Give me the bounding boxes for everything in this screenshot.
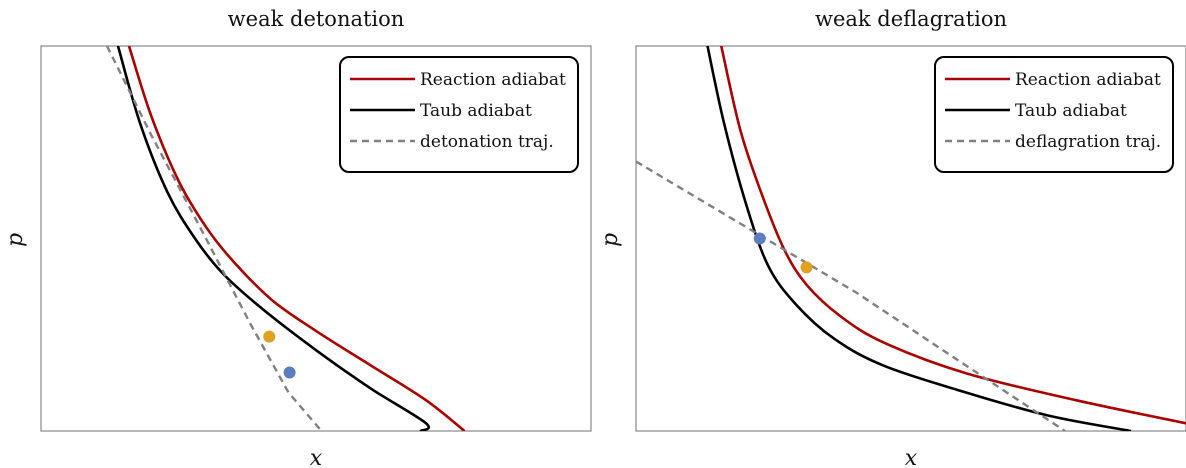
- series-line-taub-adiabat: [706, 46, 1132, 431]
- y-axis-label: p: [3, 233, 28, 247]
- data-point-blue: [283, 366, 296, 379]
- legend-label: Taub adiabat: [420, 101, 532, 121]
- x-axis-label: x: [310, 446, 323, 468]
- series-line-reaction-adiabat: [127, 46, 466, 431]
- series-line-detonation-traj: [105, 46, 323, 431]
- plot-area: Reaction adiabat Taub adiabat deflagration…: [635, 45, 1186, 432]
- y-axis-label: p: [598, 233, 623, 247]
- panel-weak-detonation: weak detonation x p Reaction adiabat Taub…: [3, 7, 592, 468]
- panel-weak-deflagration: weak deflagration x p Reaction adiabat Ta…: [598, 7, 1186, 468]
- data-point-orange: [263, 330, 276, 343]
- legend: Reaction adiabat Taub adiabat detonation t…: [339, 56, 579, 173]
- series-line-taub-adiabat: [116, 46, 431, 431]
- series-line-deflagration-traj: [636, 160, 1066, 431]
- panel-title: weak deflagration: [815, 7, 1007, 31]
- legend-label: detonation traj.: [420, 132, 554, 152]
- legend-box: [339, 56, 579, 173]
- plot-area: Reaction adiabat Taub adiabat detonation t…: [40, 45, 592, 432]
- data-point-blue: [753, 232, 766, 245]
- data-point-orange: [800, 261, 813, 274]
- legend-label: Reaction adiabat: [420, 70, 566, 90]
- series-line-reaction-adiabat: [719, 46, 1186, 425]
- legend-label: Reaction adiabat: [1015, 70, 1161, 90]
- legend: Reaction adiabat Taub adiabat deflagration…: [934, 56, 1174, 173]
- x-axis-label: x: [905, 446, 918, 468]
- legend-label: Taub adiabat: [1015, 101, 1127, 121]
- legend-box: [934, 56, 1174, 173]
- panel-title: weak detonation: [228, 7, 405, 31]
- legend-label: deflagration traj.: [1015, 132, 1161, 152]
